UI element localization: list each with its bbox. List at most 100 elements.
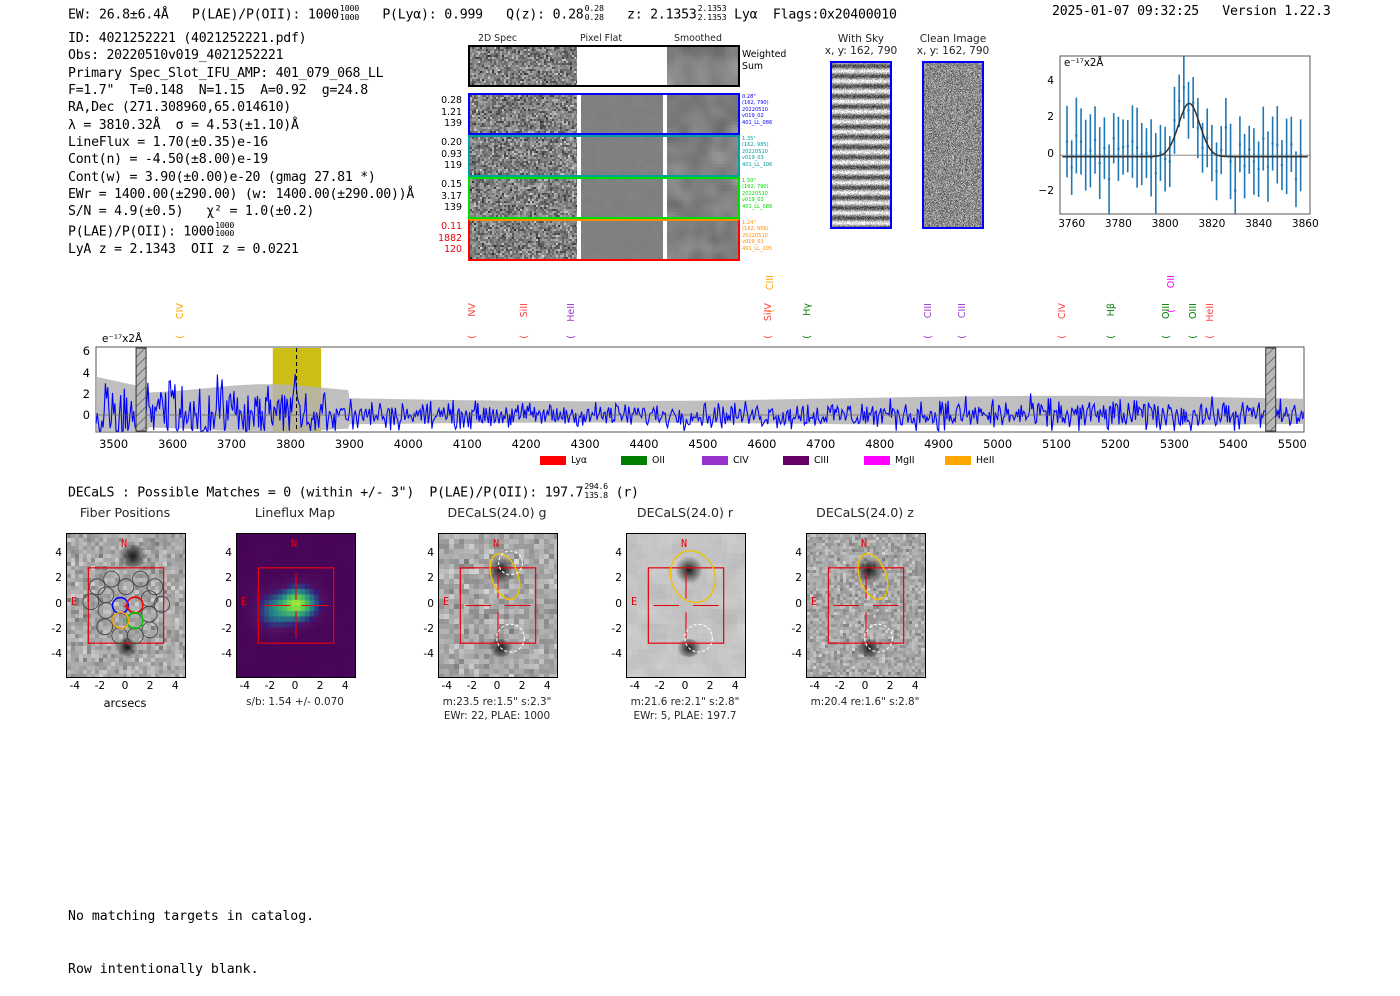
spec2d-row-stats: 0.20 0.93 119 bbox=[441, 137, 462, 172]
info-plae-range: 1000 1000 bbox=[215, 219, 235, 239]
panel-image-fibers[interactable]: + bbox=[66, 533, 186, 678]
panel-xtick: -4 bbox=[809, 680, 821, 692]
panel-xtick: -2 bbox=[466, 680, 478, 692]
compass-east: E bbox=[241, 596, 248, 608]
panel-image-decals-r[interactable] bbox=[626, 533, 746, 678]
panel-ytick: 0 bbox=[615, 597, 622, 610]
emission-line-bracket: ( bbox=[1057, 335, 1069, 339]
compass-east: E bbox=[631, 596, 638, 608]
timestamp: 2025-01-07 09:32:25 bbox=[1052, 4, 1200, 19]
info-sn: S/N = 4.9(±0.5) χ² = 1.0(±0.2) bbox=[68, 204, 315, 220]
spec2d-row-meta: 1.50" (162, 790) 20220510 v019_03 401_LL… bbox=[742, 178, 773, 210]
source-info-block: ID: 4021252221 (4021252221.pdf) Obs: 202… bbox=[68, 30, 414, 258]
panel-ytick: -4 bbox=[51, 647, 62, 660]
panel-caption-1: m:21.6 re:2.1" s:2.8" bbox=[630, 696, 740, 708]
weighted-sum-label: Weighted Sum bbox=[742, 49, 787, 72]
spec2d-pixel-flat bbox=[581, 179, 663, 217]
info-seeing: F=1.7" T=0.148 N=1.15 A=0.92 g=24.8 bbox=[68, 83, 368, 99]
lineplot-ytick: 2 bbox=[1047, 111, 1054, 124]
panel-xtick: -4 bbox=[441, 680, 453, 692]
panel-overlay bbox=[459, 550, 537, 653]
panel-caption-1: m:20.4 re:1.6" s:2.8" bbox=[810, 696, 920, 708]
panel-image-lineflux[interactable] bbox=[236, 533, 356, 678]
panel-overlay bbox=[257, 567, 335, 644]
lineplot-ytick: −2 bbox=[1038, 184, 1054, 197]
spec2d-col-title-0: 2D Spec bbox=[478, 33, 517, 44]
emission-line-label: OIII bbox=[1160, 303, 1172, 320]
spectrum-xtick: 3900 bbox=[334, 437, 364, 451]
legend-label-lyα: Lyα bbox=[571, 455, 588, 466]
emission-line-bracket: ( bbox=[801, 335, 813, 339]
panel-xtick: 0 bbox=[291, 680, 299, 692]
compass-east: E bbox=[71, 596, 78, 608]
panel-overlay: + bbox=[82, 567, 171, 644]
legend-label-heii: HeII bbox=[976, 455, 995, 466]
decals-summary: DECaLS : Possible Matches = 0 (within +/… bbox=[68, 481, 639, 501]
spec2d-raw-image bbox=[470, 221, 577, 259]
panel-ytick: 2 bbox=[225, 572, 232, 585]
cutout-image-clean bbox=[922, 61, 984, 229]
full-spectrum-plot: e⁻¹⁷x2Å 0 2 4 6 3500 3600 3700 3800 3900 4000 4100 4… bbox=[0, 275, 1400, 475]
version-label: Version 1.22.3 bbox=[1222, 4, 1331, 19]
panel-caption-1: m:23.5 re:1.5" s:2.3" bbox=[442, 696, 552, 708]
legend-swatch-civ bbox=[702, 456, 728, 465]
info-id: ID: 4021252221 (4021252221.pdf) bbox=[68, 31, 307, 46]
info-cont-n: Cont(n) = -4.50(±8.00)e-19 bbox=[68, 152, 268, 168]
panel-xtick: 2 bbox=[316, 680, 324, 692]
emission-line-label: CIII bbox=[957, 303, 969, 319]
panel-ytick: -2 bbox=[51, 622, 62, 635]
emission-line-label: CIV bbox=[175, 303, 187, 320]
spec2d-smoothed-image bbox=[666, 47, 738, 85]
spec2d-pixel-flat bbox=[581, 137, 663, 175]
footer-line-2: Row intentionally blank. bbox=[68, 961, 259, 977]
panel-xtick: 2 bbox=[706, 680, 714, 692]
panel-image-decals-g[interactable] bbox=[438, 533, 558, 678]
line-fit-svg bbox=[1059, 55, 1311, 215]
panel-xtick: 4 bbox=[543, 680, 551, 692]
panel-title-decals-r: DECaLS(24.0) r bbox=[636, 505, 734, 520]
spec2d-raw-image bbox=[470, 95, 577, 133]
panel-ytick: 2 bbox=[55, 572, 62, 585]
info-slot: Primary Spec_Slot_IFU_AMP: 401_079_068_L… bbox=[68, 65, 384, 81]
panel-xtick: -4 bbox=[629, 680, 641, 692]
spectrum-xtick: 5200 bbox=[1100, 437, 1130, 451]
lineplot-ytick: 0 bbox=[1047, 148, 1054, 161]
lineplot-xtick: 3780 bbox=[1104, 218, 1132, 230]
panel-ytick: 0 bbox=[795, 597, 802, 610]
spec2d-smoothed-image bbox=[666, 137, 738, 175]
footer-line-1: No matching targets in catalog. bbox=[68, 909, 315, 925]
svg-text:+: + bbox=[123, 602, 129, 613]
spec2d-col-title-1: Pixel Flat bbox=[580, 33, 623, 44]
info-ewr: EWr = 1400.00(±290.00) (w: 1400.00(±290.… bbox=[68, 187, 415, 203]
panel-title-decals-g: DECaLS(24.0) g bbox=[447, 505, 547, 520]
panel-title-lineflux: Lineflux Map bbox=[254, 505, 336, 520]
header-ew: EW: 26.8±6.4Å bbox=[68, 7, 169, 23]
panel-ytick: -4 bbox=[611, 647, 622, 660]
panel-caption-2: EWr: 22, PLAE: 1000 bbox=[443, 710, 551, 722]
legend-swatch-lyα bbox=[540, 456, 566, 465]
header-z-range: 2.1353 2.1353 bbox=[697, 3, 727, 22]
spectrum-xtick: 3700 bbox=[217, 437, 247, 451]
panel-ytick: -2 bbox=[791, 622, 802, 635]
spec2d-strip bbox=[468, 219, 740, 261]
panel-xtick: -2 bbox=[94, 680, 106, 692]
compass-east: E bbox=[811, 596, 818, 608]
spec2d-pixel-flat bbox=[581, 47, 663, 85]
spec2d-pixel-flat bbox=[581, 221, 663, 259]
emission-line-label: CIV bbox=[1057, 303, 1069, 320]
emission-line-label: Hγ bbox=[801, 303, 813, 316]
panel-image-decals-z[interactable] bbox=[806, 533, 926, 678]
spec2d-row-stats: 0.15 3.17 139 bbox=[441, 179, 462, 214]
panel-title-fibers: Fiber Positions bbox=[79, 505, 171, 520]
panel-ytick: 2 bbox=[615, 572, 622, 585]
panel-xtick: 2 bbox=[886, 680, 894, 692]
spectrum-xtick: 4400 bbox=[629, 437, 659, 451]
panel-ytick: 2 bbox=[427, 572, 434, 585]
compass-north: N bbox=[681, 539, 688, 550]
info-plae: P(LAE)/P(OII): 10001000 1000 bbox=[68, 219, 235, 240]
spec2d-strip bbox=[468, 135, 740, 177]
spectrum-xtick: 5000 bbox=[983, 437, 1013, 451]
spectrum-xtick: 5500 bbox=[1277, 437, 1307, 451]
lineplot-ytick: 4 bbox=[1047, 74, 1054, 87]
emission-line-bracket: ( bbox=[1105, 335, 1117, 339]
